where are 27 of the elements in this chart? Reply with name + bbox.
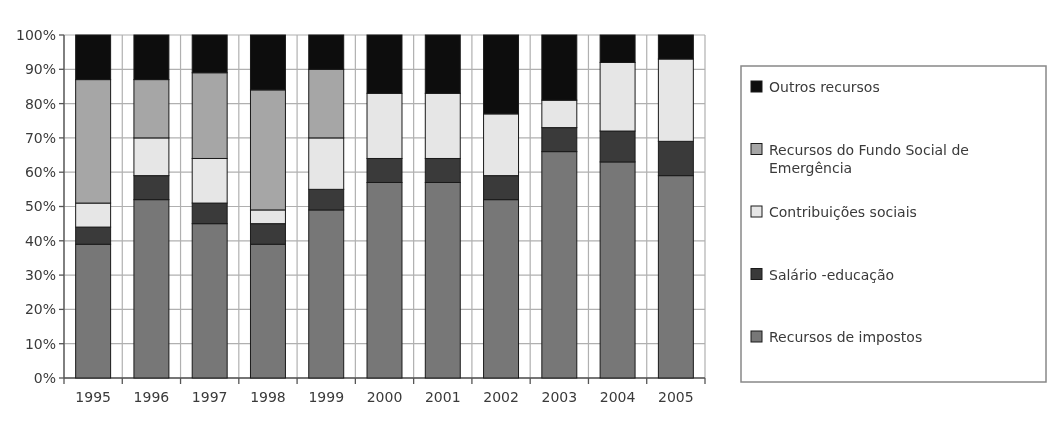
x-tick-label: 2005 <box>658 389 694 405</box>
x-tick-label: 2003 <box>541 389 578 405</box>
y-tick-label: 30% <box>24 267 56 283</box>
y-tick-label: 20% <box>24 301 56 318</box>
y-tick-label: 0% <box>33 369 56 386</box>
x-tick-label: 2000 <box>366 389 403 405</box>
y-tick-label: 70% <box>24 129 56 146</box>
x-tick-label: 1997 <box>191 389 228 405</box>
x-tick-label: 2001 <box>424 389 461 405</box>
x-tick-label: 1998 <box>250 389 286 405</box>
y-tick-label: 60% <box>24 164 56 181</box>
x-tick-label: 2002 <box>483 389 519 405</box>
legend-label: Contribuições sociais <box>769 204 917 220</box>
legend-label: Recursos do Fundo Social de Emergência <box>769 141 969 177</box>
x-tick-label: 1995 <box>75 389 111 405</box>
legend-label: Salário -educação <box>769 266 895 283</box>
legend-label: Outros recursos <box>769 79 880 95</box>
y-tick-label: 80% <box>24 95 56 112</box>
x-tick-label: 1996 <box>133 389 170 405</box>
y-tick-label: 40% <box>24 232 56 249</box>
y-tick-label: 50% <box>24 198 56 215</box>
y-tick-label: 10% <box>24 335 56 352</box>
y-tick-label: 100% <box>15 26 56 43</box>
x-tick-label: 1999 <box>308 389 345 405</box>
legend-label: Recursos de impostos <box>769 329 923 345</box>
x-tick-label: 2004 <box>599 389 636 405</box>
y-tick-label: 90% <box>24 61 56 78</box>
